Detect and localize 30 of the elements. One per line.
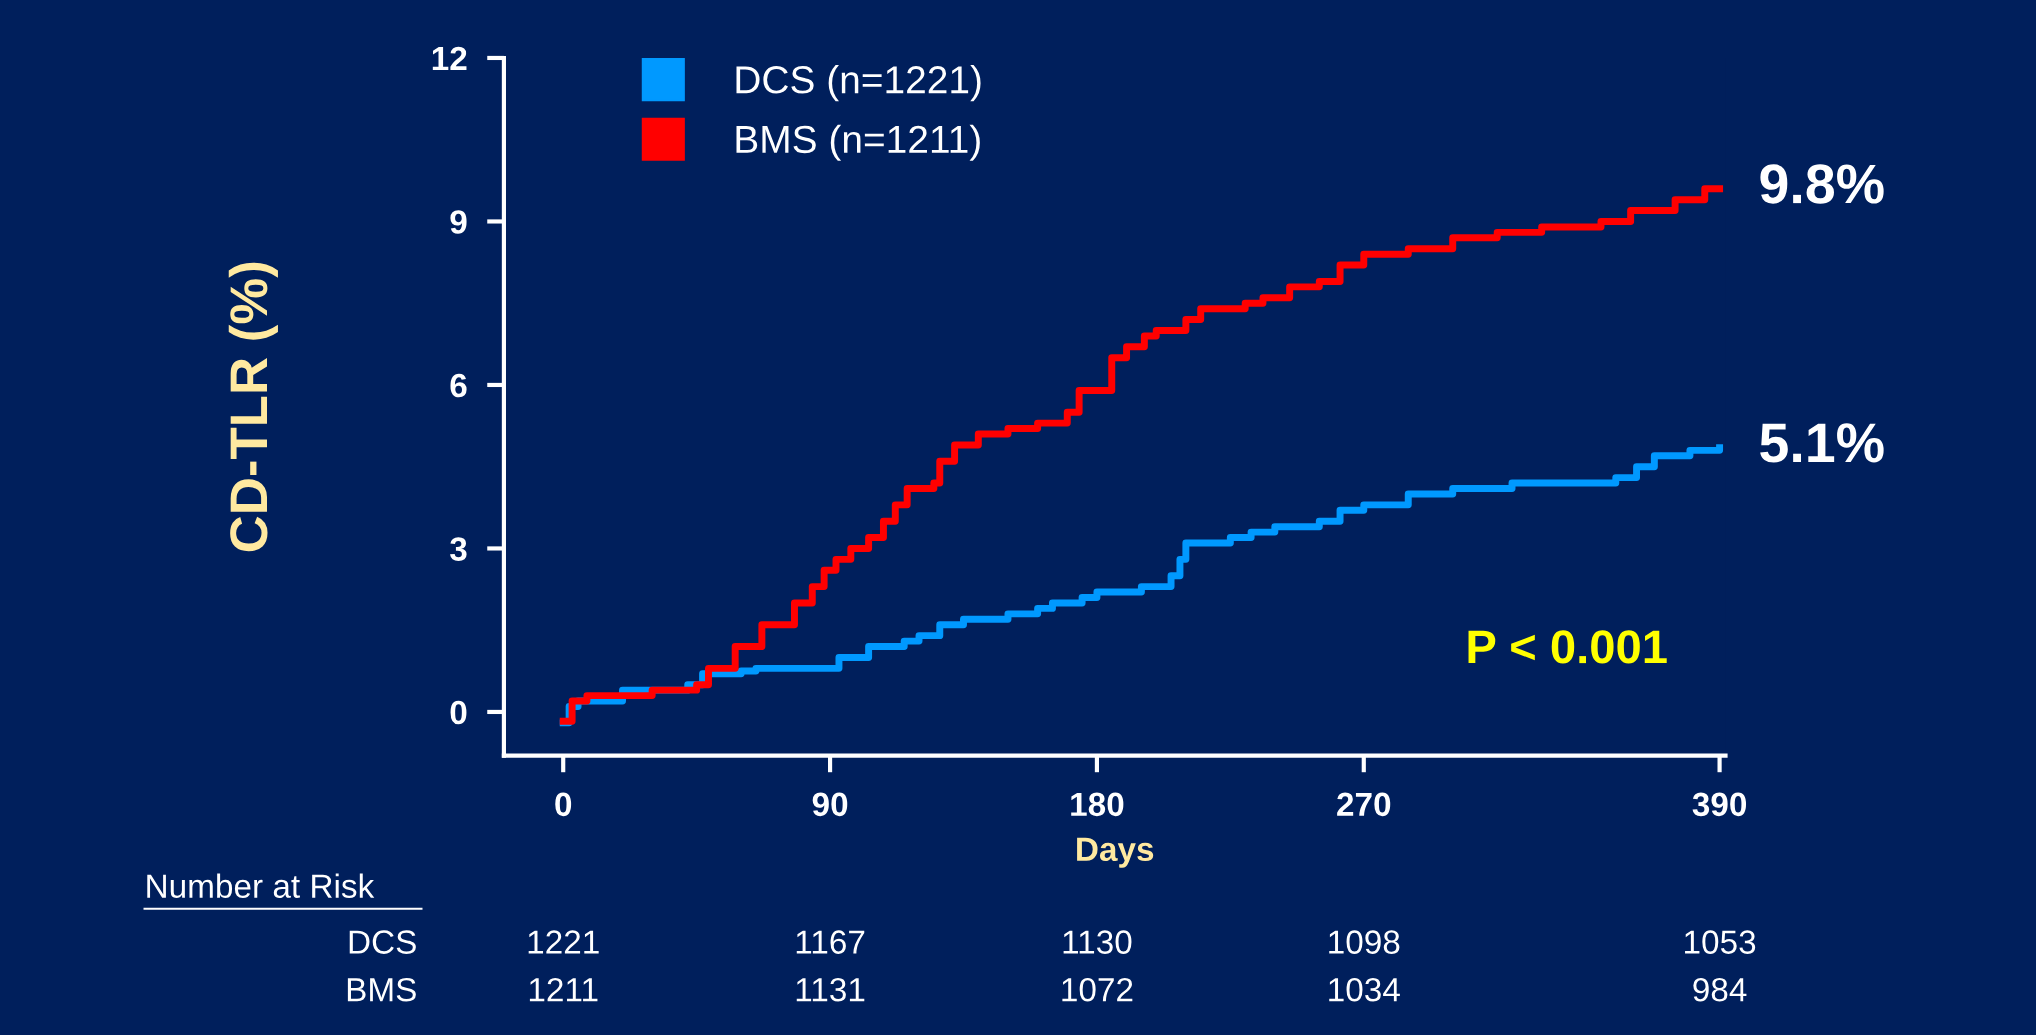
x-tick-label: 270 (1337, 792, 1391, 817)
text: 1167 (796, 930, 865, 954)
y-tick-label: 0 (450, 700, 467, 725)
y-tick-label: 12 (432, 46, 467, 71)
annotation: 5.1% (1760, 423, 1884, 463)
annotation: P < 0.001 (1468, 630, 1667, 664)
y-tick-label: 6 (450, 373, 467, 398)
y-axis-title: CD-TLR (%) (228, 262, 278, 552)
text: 1131 (796, 977, 865, 1002)
legend-label: DCS (n=1221) (736, 65, 981, 102)
legend-label: BMS (n=1211) (736, 124, 980, 161)
annotation: 9.8% (1760, 164, 1884, 204)
text: 1211 (529, 977, 598, 1002)
x-tick-label: 0 (555, 792, 572, 817)
text: 1072 (1062, 977, 1133, 1002)
text: 984 (1693, 977, 1747, 1002)
y-tick-label: 9 (450, 210, 467, 234)
text: DCS (349, 930, 416, 954)
y-tick-label: 3 (450, 537, 467, 561)
text: 1034 (1329, 977, 1400, 1002)
text: 1098 (1329, 930, 1400, 954)
x-tick-label: 390 (1692, 792, 1747, 817)
x-tick-label: 90 (812, 792, 848, 817)
text: Number at Risk (147, 873, 375, 899)
x-axis-title: Days (1077, 837, 1154, 868)
text: 1221 (528, 930, 599, 954)
x-tick-label: 180 (1071, 792, 1124, 817)
text: 1053 (1685, 930, 1756, 954)
text: 1130 (1063, 930, 1132, 954)
text: BMS (347, 977, 416, 1002)
